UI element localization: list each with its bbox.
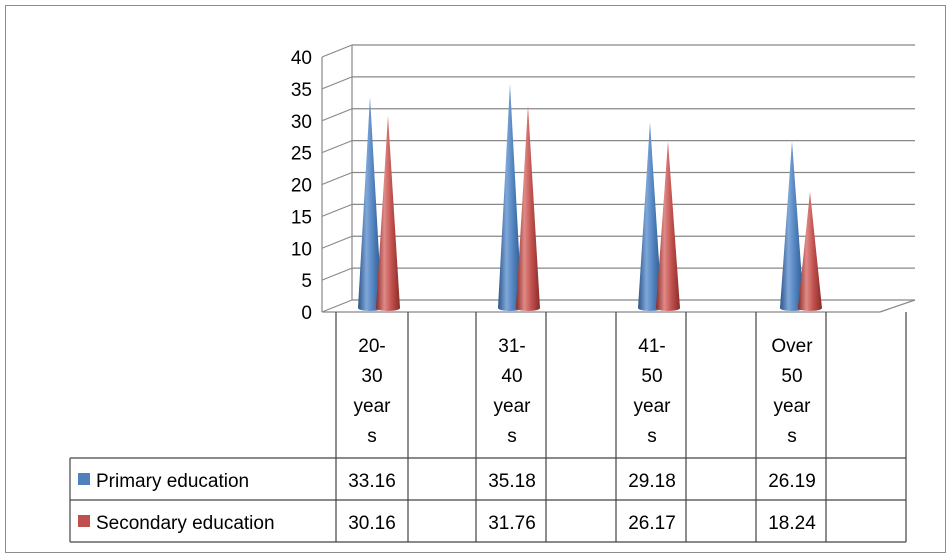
gridline-depth xyxy=(321,299,353,313)
legend-key-primary xyxy=(78,473,90,485)
category-label: 20-30 year s xyxy=(354,336,392,447)
cone-secondary xyxy=(656,141,680,311)
y-tick-label: 40 xyxy=(291,48,312,69)
floor-right-edge xyxy=(879,299,916,313)
data-label: 33.16 xyxy=(348,471,396,492)
y-tick-label: 30 xyxy=(291,112,312,133)
cone-primary xyxy=(498,83,522,311)
cone-secondary xyxy=(516,105,540,311)
cone-secondary xyxy=(798,191,822,311)
data-label: 26.17 xyxy=(628,513,676,534)
y-tick-label: 10 xyxy=(291,239,312,260)
y-tick-label: 5 xyxy=(301,271,312,292)
data-label: 29.18 xyxy=(628,471,676,492)
y-tick-label: 0 xyxy=(301,303,312,324)
gridline-depth xyxy=(321,108,353,122)
cone-series xyxy=(358,83,822,311)
cone-primary xyxy=(358,96,382,311)
data-label: 26.19 xyxy=(768,471,816,492)
data-label: 31.76 xyxy=(488,513,536,534)
legend-label: Primary education xyxy=(96,471,249,492)
y-tick-label: 20 xyxy=(291,176,312,197)
y-tick-label: 25 xyxy=(291,144,312,165)
category-label: 31-40 year s xyxy=(494,336,532,447)
value-axis: 0 5 10 15 20 25 30 35 40 xyxy=(291,48,312,324)
gridline-depth xyxy=(321,76,353,90)
cone-secondary xyxy=(376,115,400,311)
data-label: 30.16 xyxy=(348,513,396,534)
data-label: 35.18 xyxy=(488,471,536,492)
gridlines xyxy=(321,44,916,313)
gridline-depth xyxy=(321,267,353,281)
y-tick-label: 15 xyxy=(291,207,312,228)
gridline-depth xyxy=(321,203,353,217)
legend-key-secondary xyxy=(78,515,90,527)
cone-primary xyxy=(780,141,804,311)
data-table: 20-30 year s 31-40 year s 41-50 year s Over 50 year… xyxy=(69,312,907,543)
gridline-depth xyxy=(321,235,353,249)
gridline-depth xyxy=(321,140,353,154)
gridline-depth xyxy=(321,44,353,58)
category-label: 41-50 year s xyxy=(634,336,672,447)
chart-frame xyxy=(5,5,946,553)
data-label: 18.24 xyxy=(768,513,816,534)
gridline-depth xyxy=(321,171,353,186)
category-label: Over 50 year s xyxy=(771,336,813,447)
cone-primary xyxy=(638,121,662,311)
legend-label: Secondary education xyxy=(96,513,275,534)
y-tick-label: 35 xyxy=(291,80,312,101)
